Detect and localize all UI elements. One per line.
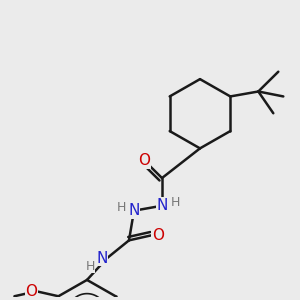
Text: O: O (26, 284, 38, 299)
Text: O: O (138, 153, 150, 168)
Text: N: N (96, 251, 108, 266)
Text: N: N (156, 198, 168, 213)
Text: N: N (128, 203, 140, 218)
Text: O: O (152, 228, 164, 243)
Text: H: H (116, 201, 126, 214)
Text: H: H (85, 260, 95, 273)
Text: H: H (170, 196, 180, 209)
